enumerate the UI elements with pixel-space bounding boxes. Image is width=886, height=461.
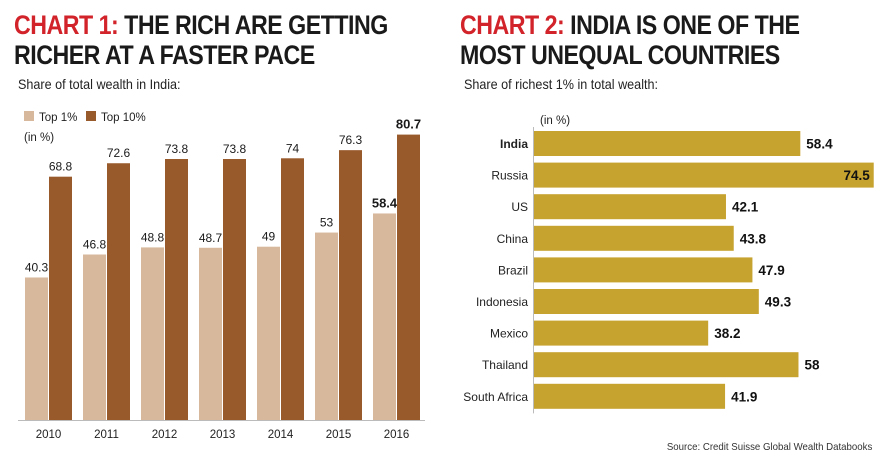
x-tick-label: 2016 <box>384 429 410 441</box>
bar-thailand <box>534 352 799 378</box>
data-label: 53 <box>320 216 334 230</box>
data-label: 80.7 <box>396 117 421 132</box>
x-tick-label: 2014 <box>268 429 294 441</box>
data-label: 42.1 <box>732 200 759 215</box>
bar-top10 <box>281 158 304 421</box>
y-tick-label: China <box>497 232 529 246</box>
data-label: 38.2 <box>714 326 740 341</box>
data-label: 46.8 <box>83 237 107 251</box>
data-label: 49 <box>262 230 276 244</box>
data-label: 49.3 <box>765 295 792 310</box>
bar-top1 <box>373 213 396 420</box>
data-label: 41.9 <box>731 389 757 404</box>
data-label: 48.8 <box>141 230 165 244</box>
y-tick-label: Russia <box>491 169 528 183</box>
data-label: 58 <box>804 358 820 373</box>
x-tick-label: 2015 <box>326 429 352 441</box>
chart-2-plot: (in %) India 58.4 Russia 74.5 US 42.1 China 43.8… <box>463 115 874 414</box>
source-note: Source: Credit Suisse Global Wealth Data… <box>666 441 872 453</box>
data-label: 43.8 <box>740 231 767 246</box>
legend-swatch-top10 <box>86 111 96 121</box>
y-tick-label: South Africa <box>463 390 528 404</box>
bar-top10 <box>165 159 188 420</box>
bar-mexico <box>534 320 709 346</box>
chart-1-subtitle: Share of total wealth in India: <box>18 76 181 92</box>
legend-label: Top 10% <box>101 112 146 124</box>
data-label: 68.8 <box>49 160 73 174</box>
bar-top1 <box>141 247 164 420</box>
chart-2-title-line-2: MOST UNEQUAL COUNTRIES <box>460 40 780 70</box>
data-label: 73.8 <box>223 142 247 156</box>
chart-2-title: CHART 2: INDIA IS ONE OF THE MOST UNEQUA… <box>460 10 800 70</box>
y-tick-label: US <box>511 200 528 214</box>
bar-china <box>534 225 734 251</box>
chart-1-panel: CHART 1: THE RICH ARE GETTING RICHER AT … <box>0 0 440 461</box>
legend-label: Top 1% <box>39 112 77 124</box>
chart-2-panel: CHART 2: INDIA IS ONE OF THE MOST UNEQUA… <box>448 0 886 461</box>
y-tick-label: Mexico <box>490 327 528 341</box>
bar-top1 <box>83 254 106 420</box>
bar-top10 <box>397 134 420 420</box>
chart-1-label: CHART 1: <box>14 10 119 40</box>
data-label: 74 <box>286 141 300 155</box>
chart-2-title-line-1: INDIA IS ONE OF THE <box>564 10 800 40</box>
chart-2-label: CHART 2: <box>460 10 565 40</box>
bar-top10 <box>49 176 72 420</box>
chart-1-plot: Top 1% Top 10% (in %) 40.3 68.8 2010 46.8 72.6 2… <box>18 111 425 441</box>
bar-indonesia <box>534 289 759 314</box>
y-tick-label: Indonesia <box>476 295 528 309</box>
data-label: 47.9 <box>758 263 784 278</box>
data-label: 58.4 <box>806 137 833 152</box>
bar-top10 <box>339 150 362 420</box>
bar-russia <box>534 162 874 188</box>
unit-note: (in %) <box>24 132 54 144</box>
y-tick-label: India <box>500 137 528 151</box>
chart-1-title-line-1: THE RICH ARE GETTING <box>118 10 388 40</box>
bar-top1 <box>315 232 338 420</box>
data-label: 73.8 <box>165 142 189 156</box>
bar-top1 <box>25 277 48 420</box>
x-tick-label: 2011 <box>94 429 119 441</box>
data-label: 74.5 <box>843 168 870 183</box>
bar-india <box>534 131 801 156</box>
bar-top1 <box>199 247 222 420</box>
bar-top10 <box>223 159 246 420</box>
bar-south-africa <box>534 383 726 409</box>
x-tick-label: 2010 <box>36 429 62 441</box>
data-label: 72.6 <box>107 146 131 160</box>
chart-1-title: CHART 1: THE RICH ARE GETTING RICHER AT … <box>14 10 388 70</box>
y-tick-label: Thailand <box>482 358 528 372</box>
data-label: 76.3 <box>339 133 363 147</box>
x-tick-label: 2012 <box>152 429 178 441</box>
bar-brazil <box>534 257 753 283</box>
legend-swatch-top1 <box>24 111 34 121</box>
x-tick-label: 2013 <box>210 429 236 441</box>
data-label: 40.3 <box>25 260 49 274</box>
chart-1-title-line-2: RICHER AT A FASTER PACE <box>14 40 315 70</box>
unit-note: (in %) <box>540 115 570 127</box>
chart-2-subtitle: Share of richest 1% in total wealth: <box>464 76 659 92</box>
bar-us <box>534 194 726 220</box>
bar-top1 <box>257 246 280 420</box>
bar-top10 <box>107 163 130 420</box>
y-tick-label: Brazil <box>498 263 528 277</box>
data-label: 58.4 <box>372 195 398 210</box>
data-label: 48.7 <box>199 231 223 245</box>
